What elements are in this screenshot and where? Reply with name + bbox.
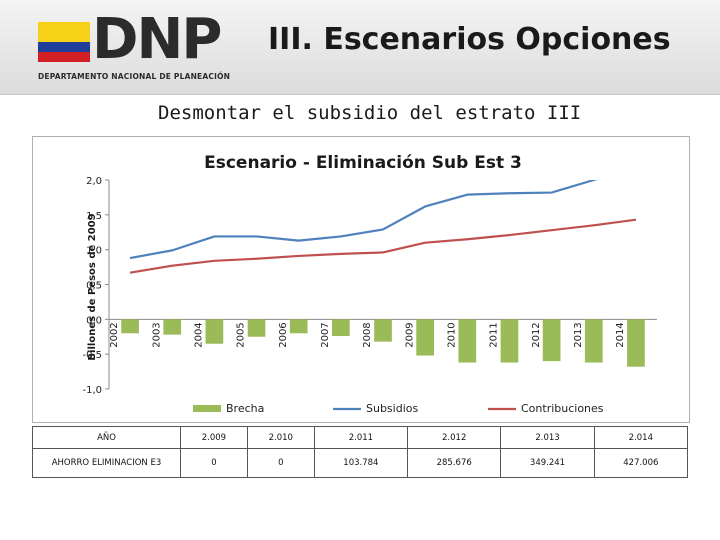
- slide-subtitle: Desmontar el subsidio del estrato III: [158, 102, 582, 124]
- savings-table: AÑO 2.009 2.010 2.011 2.012 2.013 2.014 …: [32, 426, 689, 478]
- table-cell: 103.784: [313, 448, 409, 478]
- x-tick-label: 2002: [109, 322, 120, 347]
- bar-brecha: [627, 319, 645, 367]
- table-cell: 427.006: [593, 448, 689, 478]
- bar-brecha: [500, 319, 519, 363]
- y-tick-label: 0,0: [86, 315, 102, 326]
- legend-label-brecha: Brecha: [226, 402, 264, 415]
- dnp-logo-subtitle: DEPARTAMENTO NACIONAL DE PLANEACIÓN: [38, 72, 231, 81]
- x-tick-label: 2004: [194, 322, 205, 347]
- x-tick-label: 2003: [151, 322, 162, 347]
- table-header-cell: 2.010: [246, 426, 315, 449]
- table-header-cell: 2.011: [313, 426, 409, 449]
- x-tick-label: 2007: [320, 322, 331, 347]
- y-tick-label: -0,5: [82, 350, 102, 361]
- bar-brecha: [416, 319, 435, 356]
- chart-title: Escenario - Eliminación Sub Est 3: [204, 153, 522, 173]
- x-tick-label: 2006: [278, 322, 289, 347]
- y-tick-label: 0,5: [86, 281, 102, 292]
- y-tick-label: -1,0: [82, 385, 102, 396]
- page-title: III. Escenarios Opciones: [268, 22, 671, 57]
- x-tick-label: 2008: [362, 322, 373, 347]
- x-tick-label: 2013: [573, 322, 584, 347]
- table-cell: 349.241: [500, 448, 595, 478]
- x-tick-label: 2009: [404, 322, 415, 347]
- bar-brecha: [247, 319, 266, 337]
- x-tick-label: 2010: [446, 322, 457, 347]
- scenario-chart: Escenario - Eliminación Sub Est 3 Billon…: [82, 153, 657, 415]
- bar-brecha: [205, 319, 224, 344]
- table-header-cell: AÑO: [32, 426, 181, 449]
- table-cell: 285.676: [407, 448, 502, 478]
- legend-swatch-brecha: [193, 405, 221, 412]
- bar-brecha: [331, 319, 350, 337]
- table-cell: 0: [180, 448, 248, 478]
- table-row: AHORRO ELIMINACION E3 0 0 103.784 285.67…: [32, 448, 689, 478]
- x-tick-label: 2014: [615, 322, 626, 347]
- x-tick-label: 2005: [236, 322, 247, 347]
- bar-brecha: [121, 319, 139, 334]
- line-contribuciones: [129, 218, 637, 274]
- table-cell: 0: [246, 448, 315, 478]
- chart-container: Escenario - Eliminación Sub Est 3 Billon…: [32, 136, 690, 423]
- bar-brecha: [163, 319, 182, 335]
- bar-brecha: [374, 319, 392, 342]
- dnp-logo: DNP: [92, 7, 222, 72]
- header-banner: DNP DEPARTAMENTO NACIONAL DE PLANEACIÓN …: [0, 0, 720, 95]
- table-header-cell: 2.014: [593, 426, 689, 449]
- table-header-cell: 2.012: [407, 426, 502, 449]
- table-header-cell: 2.013: [500, 426, 595, 449]
- x-tick-label: 2012: [531, 322, 542, 347]
- bar-brecha: [458, 319, 477, 363]
- line-subsidios: [129, 180, 598, 260]
- y-tick-label: 2,0: [86, 176, 102, 187]
- y-tick-label: 1,5: [86, 211, 102, 222]
- table-header-row: AÑO 2.009 2.010 2.011 2.012 2.013 2.014: [32, 426, 689, 449]
- y-tick-label: 1,0: [86, 246, 102, 257]
- y-axis-label: Billones de Pesos de 2009: [87, 213, 98, 360]
- colombia-flag-icon: [38, 22, 90, 62]
- legend-label-subsidios: Subsidios: [366, 402, 418, 415]
- bar-brecha: [289, 319, 308, 334]
- table-header-cell: 2.009: [180, 426, 248, 449]
- bar-brecha: [542, 319, 561, 362]
- table-cell: AHORRO ELIMINACION E3: [32, 448, 181, 478]
- bar-brecha: [584, 319, 603, 363]
- x-tick-label: 2011: [489, 322, 500, 347]
- legend-label-contribuciones: Contribuciones: [521, 402, 604, 415]
